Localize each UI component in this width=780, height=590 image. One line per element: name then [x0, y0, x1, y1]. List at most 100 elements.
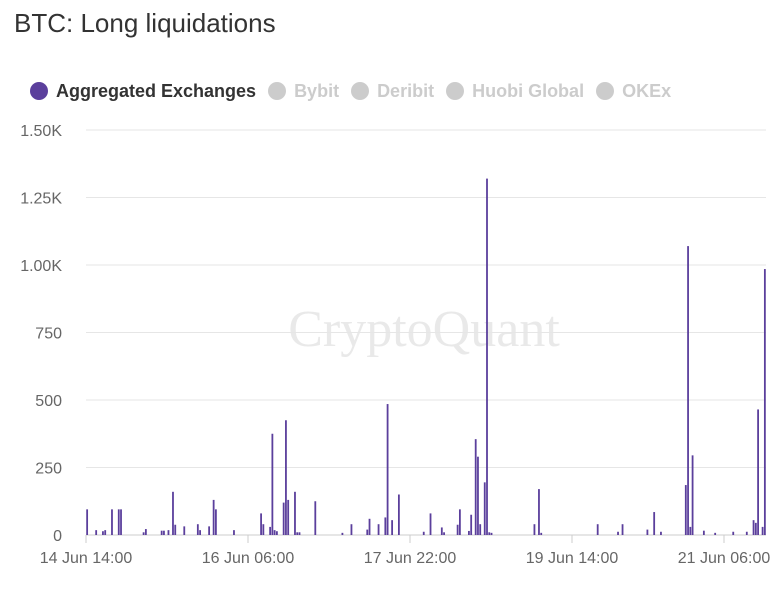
- bar[interactable]: [172, 491, 174, 535]
- grid-lines: [86, 129, 766, 536]
- bar[interactable]: [490, 532, 493, 535]
- bar[interactable]: [754, 522, 757, 535]
- bar[interactable]: [196, 524, 199, 535]
- bar[interactable]: [617, 531, 619, 535]
- bar[interactable]: [429, 513, 432, 535]
- bar[interactable]: [488, 532, 491, 535]
- bar[interactable]: [477, 456, 479, 535]
- legend-label: OKEx: [622, 80, 672, 101]
- bar[interactable]: [314, 501, 317, 535]
- bar[interactable]: [160, 530, 163, 535]
- bar[interactable]: [458, 509, 461, 535]
- bar[interactable]: [233, 530, 235, 535]
- bar[interactable]: [366, 529, 369, 535]
- bar[interactable]: [86, 509, 89, 535]
- bar[interactable]: [397, 494, 400, 536]
- legend-item-aggregated-exchanges[interactable]: Aggregated Exchanges: [30, 81, 256, 102]
- bar[interactable]: [687, 246, 689, 535]
- bar[interactable]: [621, 524, 624, 535]
- bar[interactable]: [660, 531, 662, 535]
- bar[interactable]: [368, 518, 371, 535]
- bar[interactable]: [212, 499, 215, 535]
- bar[interactable]: [702, 530, 705, 535]
- bar[interactable]: [443, 532, 445, 535]
- bar[interactable]: [287, 499, 290, 535]
- bar[interactable]: [298, 532, 301, 535]
- bar[interactable]: [120, 509, 122, 535]
- legend-swatch-icon: [351, 82, 370, 100]
- bar[interactable]: [479, 524, 482, 535]
- bar[interactable]: [538, 489, 540, 535]
- bar[interactable]: [271, 433, 274, 535]
- bar[interactable]: [341, 532, 344, 535]
- bar[interactable]: [533, 524, 536, 535]
- bar[interactable]: [260, 513, 262, 535]
- bar[interactable]: [386, 404, 389, 535]
- bar[interactable]: [294, 491, 296, 535]
- bar[interactable]: [646, 529, 649, 535]
- bar[interactable]: [540, 532, 543, 535]
- legend-item-okex[interactable]: OKEx: [596, 81, 671, 102]
- bar[interactable]: [691, 455, 694, 535]
- bar[interactable]: [111, 509, 113, 535]
- bar[interactable]: [102, 531, 104, 535]
- bar[interactable]: [391, 520, 394, 535]
- bar[interactable]: [377, 524, 380, 535]
- bar[interactable]: [684, 485, 687, 535]
- bar[interactable]: [262, 524, 265, 535]
- bar[interactable]: [761, 526, 764, 535]
- bar[interactable]: [596, 524, 599, 535]
- bar[interactable]: [732, 531, 735, 535]
- bar[interactable]: [486, 178, 488, 535]
- bar[interactable]: [215, 509, 217, 535]
- legend-item-deribit[interactable]: Deribit: [351, 81, 434, 102]
- bar[interactable]: [208, 526, 211, 535]
- bar[interactable]: [384, 517, 387, 535]
- bar[interactable]: [422, 531, 425, 535]
- bar[interactable]: [117, 509, 120, 535]
- bar[interactable]: [163, 530, 165, 535]
- legend-item-huobi-global[interactable]: Huobi Global: [446, 81, 584, 102]
- bar[interactable]: [763, 269, 766, 535]
- bar[interactable]: [144, 529, 147, 535]
- bar[interactable]: [104, 530, 107, 535]
- bar[interactable]: [456, 524, 459, 535]
- legend-label: Deribit: [377, 80, 435, 101]
- bar[interactable]: [199, 530, 201, 535]
- bar[interactable]: [689, 526, 692, 535]
- bar[interactable]: [296, 532, 299, 535]
- bar[interactable]: [282, 502, 285, 535]
- bar[interactable]: [483, 482, 486, 535]
- bar[interactable]: [468, 530, 470, 535]
- bar[interactable]: [285, 420, 287, 535]
- bar[interactable]: [757, 409, 759, 535]
- bar[interactable]: [276, 531, 278, 535]
- legend-item-bybit[interactable]: Bybit: [268, 81, 339, 102]
- x-axis: 14 Jun 14:00 16 Jun 06:00 17 Jun 22:00 19 J…: [40, 535, 771, 567]
- bar[interactable]: [470, 514, 473, 535]
- legend: Aggregated Exchanges Bybit Deribit Huobi…: [30, 79, 683, 103]
- bar[interactable]: [142, 532, 145, 535]
- bar[interactable]: [745, 531, 748, 535]
- legend-swatch-icon: [446, 82, 465, 100]
- x-tick-label: 21 Jun 06:00: [678, 550, 771, 567]
- bar[interactable]: [474, 439, 477, 535]
- bar[interactable]: [714, 532, 717, 535]
- x-tick-label: 14 Jun 14:00: [40, 550, 133, 567]
- bar[interactable]: [440, 527, 443, 535]
- y-tick-label: 750: [35, 326, 62, 343]
- legend-label: Aggregated Exchanges: [56, 80, 257, 101]
- bar[interactable]: [350, 524, 353, 535]
- bar[interactable]: [653, 512, 656, 535]
- legend-swatch-icon: [268, 82, 287, 100]
- y-tick-label: 500: [35, 393, 62, 410]
- y-tick-label: 1.50K: [20, 123, 62, 140]
- bar[interactable]: [174, 524, 177, 535]
- bar[interactable]: [273, 530, 276, 535]
- bar[interactable]: [752, 520, 755, 535]
- legend-swatch-icon: [596, 82, 615, 100]
- bar[interactable]: [183, 526, 186, 535]
- bar[interactable]: [167, 530, 170, 535]
- bar[interactable]: [95, 530, 98, 535]
- bar[interactable]: [269, 526, 272, 535]
